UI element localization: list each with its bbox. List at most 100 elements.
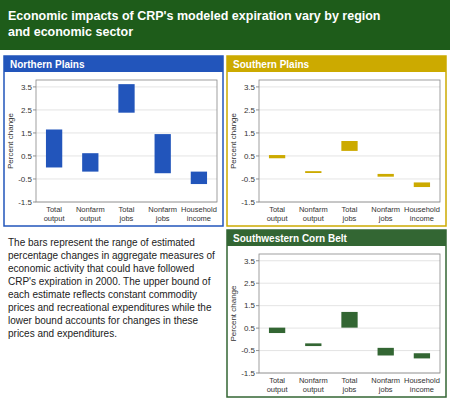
y-tick-label: 1.5 [244, 301, 256, 310]
range-bar [414, 182, 430, 187]
x-tick-label: Nonfarmoutput [299, 376, 328, 394]
y-tick [256, 350, 259, 351]
plot-frame [36, 80, 217, 202]
plot-frame [259, 80, 440, 202]
x-tick-label: Nonfarmoutput [299, 205, 328, 223]
range-bar [378, 348, 394, 356]
y-tick-label: 1.5 [21, 129, 33, 138]
x-tick-label: Totaljobs [342, 205, 358, 223]
range-bar [341, 141, 357, 151]
chart-figure: Economic impacts of CRP's modeled expira… [0, 0, 450, 401]
y-tick [256, 260, 259, 261]
chart-title: Northern Plains [10, 59, 85, 70]
y-tick-label: -1.5 [18, 198, 32, 207]
x-tick-label: Nonfarmjobs [148, 205, 177, 223]
range-bar [378, 174, 394, 177]
x-tick-label: Totaloutput [267, 205, 289, 223]
y-tick-label: -1.5 [241, 369, 255, 378]
grid-line [36, 178, 217, 179]
panel-border [227, 56, 446, 226]
y-tick [256, 178, 259, 179]
y-axis-label: Percent change [6, 112, 15, 169]
y-tick-label: -0.5 [18, 175, 32, 184]
grid-line [259, 132, 440, 133]
y-tick [256, 283, 259, 284]
grid-line [259, 178, 440, 179]
y-tick [256, 202, 259, 203]
panel-header [227, 56, 446, 72]
x-tick-label: Totaljobs [119, 205, 135, 223]
panel-border [4, 56, 223, 226]
x-tick-label: Nonfarmjobs [371, 376, 400, 394]
chart-panel: Northern Plains -1.5 -0.5 0.5 1.5 2.5 3.5 Perce… [4, 56, 223, 226]
y-tick-label: 0.5 [244, 324, 256, 333]
footnote: The bars represent the range of estimate… [8, 236, 219, 340]
y-tick-label: 2.5 [21, 106, 33, 115]
x-tick-label: Totaljobs [342, 376, 358, 394]
plot-frame [259, 254, 440, 373]
grid-line [259, 283, 440, 284]
x-tick-label: Householdincome [181, 205, 217, 223]
y-tick [256, 86, 259, 87]
chart-title: Southern Plains [233, 59, 310, 70]
y-tick [33, 109, 36, 110]
range-bar [82, 153, 98, 171]
range-bar [269, 155, 285, 158]
y-tick-label: 3.5 [21, 83, 33, 92]
x-tick-label: Householdincome [404, 205, 440, 223]
x-tick-label: Householdincome [404, 376, 440, 394]
chart-panel: Southern Plains -1.5 -0.5 0.5 1.5 2.5 3.5 Perce… [227, 56, 446, 226]
range-bar [118, 84, 134, 113]
y-axis-label: Percent change [229, 112, 238, 169]
y-tick [33, 202, 36, 203]
y-tick [256, 328, 259, 329]
grid-line [259, 260, 440, 261]
y-tick-label: 0.5 [244, 152, 256, 161]
panel-border [227, 230, 446, 397]
range-bar [155, 134, 171, 173]
y-tick [256, 155, 259, 156]
x-tick-label: Totaloutput [44, 205, 66, 223]
y-tick-label: -1.5 [241, 198, 255, 207]
panel-header [4, 56, 223, 72]
y-tick-label: 2.5 [244, 106, 256, 115]
grid-line [36, 132, 217, 133]
range-bar [305, 171, 321, 173]
y-tick-label: 3.5 [244, 83, 256, 92]
x-tick-label: Totaloutput [267, 376, 289, 394]
grid-line [259, 350, 440, 351]
y-tick-label: 0.5 [21, 152, 33, 161]
y-tick [33, 86, 36, 87]
bars [269, 141, 430, 187]
chart-panel: Southwestern Corn Belt -1.5 -0.5 0.5 1.5 2.5 3… [227, 230, 446, 397]
y-tick [33, 178, 36, 179]
x-tick-label: Nonfarmoutput [76, 205, 105, 223]
figure-title: Economic impacts of CRP's modeled expira… [8, 9, 381, 39]
grid-line [259, 86, 440, 87]
range-bar [269, 328, 285, 333]
y-tick [256, 109, 259, 110]
y-tick-label: 1.5 [244, 129, 256, 138]
bars [269, 312, 430, 358]
y-tick-label: 3.5 [244, 257, 256, 266]
grid-line [259, 328, 440, 329]
grid-line [259, 155, 440, 156]
y-tick [33, 155, 36, 156]
grid-line [259, 305, 440, 306]
y-tick-label: 2.5 [244, 279, 256, 288]
range-bar [305, 343, 321, 346]
range-bar [341, 312, 357, 328]
y-tick-label: -0.5 [241, 346, 255, 355]
range-bar [46, 129, 62, 167]
y-tick [256, 132, 259, 133]
grid-line [36, 155, 217, 156]
y-tick [33, 132, 36, 133]
title-bar [0, 0, 450, 50]
grid-line [259, 109, 440, 110]
chart-title: Southwestern Corn Belt [233, 233, 348, 244]
x-tick-label: Nonfarmjobs [371, 205, 400, 223]
range-bar [414, 353, 430, 358]
y-tick [256, 373, 259, 374]
y-tick-label: -0.5 [241, 175, 255, 184]
range-bar [191, 172, 207, 184]
